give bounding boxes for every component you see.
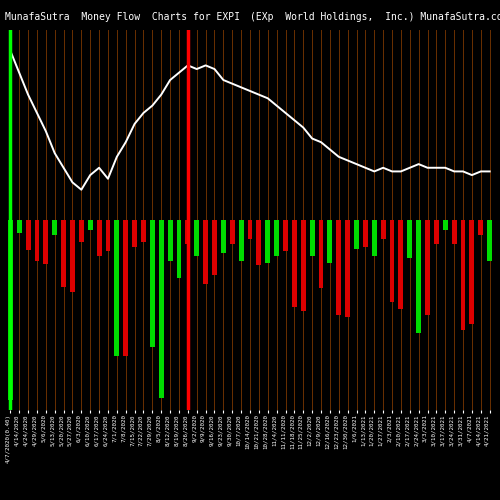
Bar: [460, 220, 466, 330]
Bar: [274, 220, 279, 256]
Bar: [203, 220, 208, 284]
Bar: [17, 220, 21, 233]
Bar: [328, 220, 332, 262]
Bar: [283, 220, 288, 252]
Bar: [168, 220, 172, 260]
Bar: [318, 220, 324, 288]
Bar: [61, 220, 66, 287]
Bar: [79, 220, 84, 242]
Bar: [380, 220, 386, 240]
Bar: [452, 220, 456, 244]
Bar: [221, 220, 226, 254]
Bar: [345, 220, 350, 317]
Bar: [230, 220, 234, 244]
Bar: [408, 220, 412, 258]
Bar: [256, 220, 262, 266]
Bar: [212, 220, 217, 274]
Bar: [398, 220, 404, 308]
Bar: [88, 220, 92, 230]
Bar: [186, 220, 190, 244]
Bar: [132, 220, 137, 247]
Bar: [52, 220, 57, 235]
Bar: [194, 220, 199, 256]
Bar: [114, 220, 119, 356]
Bar: [159, 220, 164, 398]
Bar: [238, 220, 244, 260]
Bar: [34, 220, 40, 260]
Bar: [248, 220, 252, 240]
Bar: [336, 220, 341, 314]
Text: (EXp  World Holdings,  Inc.) MunafaSutra.com: (EXp World Holdings, Inc.) MunafaSutra.c…: [250, 12, 500, 22]
Bar: [124, 220, 128, 356]
Bar: [301, 220, 306, 312]
Bar: [390, 220, 394, 302]
Bar: [478, 220, 483, 235]
Bar: [70, 220, 75, 292]
Bar: [106, 220, 110, 252]
Bar: [363, 220, 368, 247]
Bar: [434, 220, 439, 244]
Bar: [310, 220, 314, 256]
Bar: [266, 220, 270, 262]
Bar: [354, 220, 359, 248]
Text: MunafaSutra  Money Flow  Charts for EXPI: MunafaSutra Money Flow Charts for EXPI: [5, 12, 240, 22]
Bar: [176, 220, 182, 278]
Bar: [141, 220, 146, 242]
Bar: [425, 220, 430, 314]
Bar: [26, 220, 30, 250]
Bar: [8, 220, 13, 400]
Bar: [292, 220, 297, 307]
Bar: [470, 220, 474, 324]
Bar: [443, 220, 448, 230]
Bar: [96, 220, 102, 256]
Bar: [487, 220, 492, 260]
Bar: [150, 220, 155, 347]
Bar: [416, 220, 421, 333]
Bar: [372, 220, 376, 256]
Bar: [44, 220, 49, 264]
